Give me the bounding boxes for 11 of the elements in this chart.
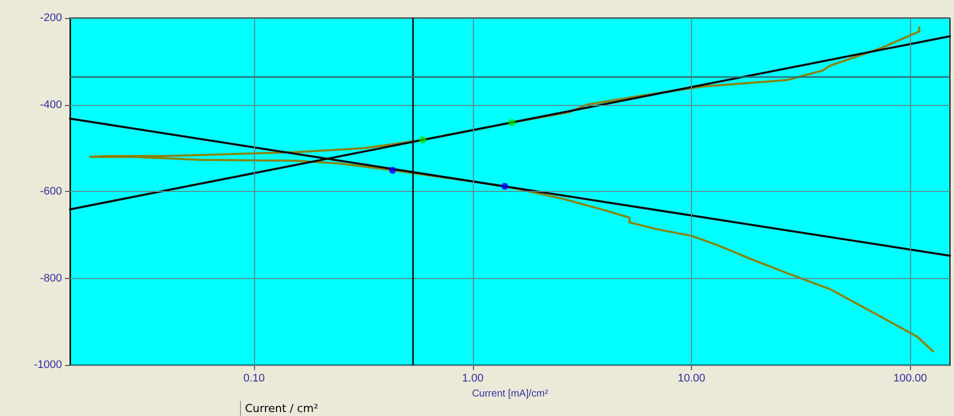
x-tick-label: 10.00 bbox=[678, 372, 706, 385]
text: Current / cm² bbox=[240, 401, 565, 416]
y-tick-label: -200 bbox=[40, 12, 62, 24]
y-tick-label: -400 bbox=[40, 98, 62, 111]
y-tick-label: -600 bbox=[40, 186, 62, 198]
x-tick-label: 1.00 bbox=[462, 372, 484, 385]
y-tick-label: -1000 bbox=[34, 359, 62, 372]
x-tick-label: 0.10 bbox=[243, 372, 265, 385]
y-tick-label: -800 bbox=[40, 272, 62, 284]
x-tick-label: 100.00 bbox=[893, 372, 928, 385]
x-axis-title: Current [mA]/cm² bbox=[472, 388, 549, 400]
